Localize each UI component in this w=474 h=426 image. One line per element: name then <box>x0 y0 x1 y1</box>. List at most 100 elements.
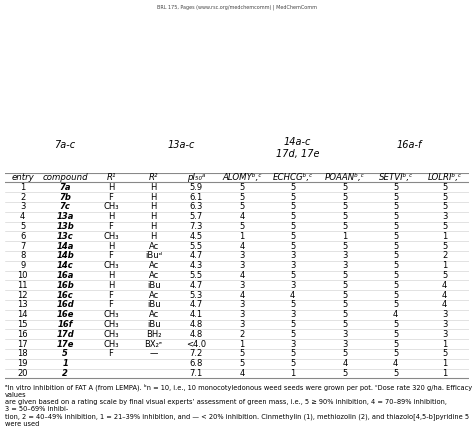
Text: 5.5: 5.5 <box>190 271 203 280</box>
Text: 13c: 13c <box>57 232 73 241</box>
Text: POAANᵇ,ᶜ: POAANᵇ,ᶜ <box>325 173 365 182</box>
Text: 5: 5 <box>239 193 245 201</box>
Text: 3: 3 <box>342 330 347 339</box>
Text: 1: 1 <box>239 232 245 241</box>
Text: 5: 5 <box>342 349 347 358</box>
Text: 7.2: 7.2 <box>190 349 203 358</box>
Text: 5: 5 <box>342 320 347 329</box>
Text: 5: 5 <box>342 310 347 319</box>
Text: Ac: Ac <box>148 291 159 299</box>
Text: 5: 5 <box>239 202 245 211</box>
Text: 5: 5 <box>393 271 398 280</box>
Text: 5: 5 <box>342 281 347 290</box>
Text: 5: 5 <box>342 271 347 280</box>
Text: 4.7: 4.7 <box>190 300 203 309</box>
Text: 5: 5 <box>393 251 398 260</box>
Text: BH₂: BH₂ <box>146 330 161 339</box>
Text: 7a: 7a <box>60 183 71 192</box>
Text: R²: R² <box>149 173 158 182</box>
Text: 5: 5 <box>393 291 398 299</box>
Text: H: H <box>108 212 114 221</box>
Text: H: H <box>150 193 157 201</box>
Text: 5.9: 5.9 <box>190 183 203 192</box>
Text: 5: 5 <box>239 183 245 192</box>
Text: 1: 1 <box>239 340 245 348</box>
Text: 5: 5 <box>393 261 398 270</box>
Text: 6.3: 6.3 <box>190 202 203 211</box>
Text: 5: 5 <box>290 330 295 339</box>
Text: F: F <box>109 222 113 231</box>
Text: BRL 175, Pages (www.rsc.org/medchemcomm) | MedChemComm: BRL 175, Pages (www.rsc.org/medchemcomm)… <box>157 4 317 10</box>
Text: 5: 5 <box>393 212 398 221</box>
Text: 5: 5 <box>442 242 447 250</box>
Text: H: H <box>150 183 157 192</box>
Text: 7.3: 7.3 <box>190 222 203 231</box>
Text: 14b: 14b <box>56 251 74 260</box>
Text: 5: 5 <box>20 222 25 231</box>
Text: 7b: 7b <box>59 193 71 201</box>
Text: 7: 7 <box>20 242 26 250</box>
Text: 10: 10 <box>18 271 28 280</box>
Text: 3: 3 <box>239 261 245 270</box>
Text: 2: 2 <box>239 330 245 339</box>
Text: entry: entry <box>11 173 34 182</box>
Text: 7a-c: 7a-c <box>55 140 76 150</box>
Text: 4: 4 <box>20 212 25 221</box>
Text: 3: 3 <box>239 320 245 329</box>
Text: 3: 3 <box>290 340 295 348</box>
Text: 5: 5 <box>239 349 245 358</box>
Text: pI₅₀ᵃ: pI₅₀ᵃ <box>187 173 205 182</box>
Text: 5: 5 <box>393 183 398 192</box>
Text: 4: 4 <box>239 242 245 250</box>
Text: 5: 5 <box>442 271 447 280</box>
Text: 13b: 13b <box>56 222 74 231</box>
Text: H: H <box>150 212 157 221</box>
Text: 5.3: 5.3 <box>190 291 203 299</box>
Text: CH₃: CH₃ <box>103 202 119 211</box>
Text: 4: 4 <box>239 271 245 280</box>
Text: Ac: Ac <box>148 261 159 270</box>
Text: 5: 5 <box>342 222 347 231</box>
Text: 11: 11 <box>18 281 28 290</box>
Text: 3: 3 <box>290 310 295 319</box>
Text: 4: 4 <box>442 291 447 299</box>
Text: 20: 20 <box>18 369 28 378</box>
Text: 16e: 16e <box>56 310 74 319</box>
Text: 16d: 16d <box>56 300 74 309</box>
Text: 6: 6 <box>20 232 26 241</box>
Text: 5: 5 <box>442 222 447 231</box>
Text: 5: 5 <box>290 193 295 201</box>
Text: iBuᵈ: iBuᵈ <box>145 251 162 260</box>
Text: 7c: 7c <box>60 202 71 211</box>
Text: 3: 3 <box>442 330 447 339</box>
Text: 1: 1 <box>290 369 295 378</box>
Text: 5: 5 <box>342 291 347 299</box>
Text: 16a-f: 16a-f <box>396 140 421 150</box>
Text: 9: 9 <box>20 261 25 270</box>
Text: 5: 5 <box>393 232 398 241</box>
Text: 17e: 17e <box>56 340 74 348</box>
Text: H: H <box>150 232 157 241</box>
Text: F: F <box>109 300 113 309</box>
Text: CH₃: CH₃ <box>103 330 119 339</box>
Text: 1: 1 <box>442 369 447 378</box>
Text: CH₃: CH₃ <box>103 261 119 270</box>
Text: 5.7: 5.7 <box>190 212 203 221</box>
Text: Ac: Ac <box>148 310 159 319</box>
Text: —: — <box>149 349 158 358</box>
Text: H: H <box>108 242 114 250</box>
Text: 12: 12 <box>18 291 28 299</box>
Text: 3: 3 <box>342 340 347 348</box>
Text: 5: 5 <box>342 183 347 192</box>
Text: 15: 15 <box>18 320 28 329</box>
Text: 5: 5 <box>290 300 295 309</box>
Text: 5: 5 <box>393 320 398 329</box>
Text: 3: 3 <box>290 261 295 270</box>
Text: 5: 5 <box>290 212 295 221</box>
Text: SETVIᵇ,ᶜ: SETVIᵇ,ᶜ <box>378 173 413 182</box>
Text: 8: 8 <box>20 251 26 260</box>
Text: 2: 2 <box>62 369 68 378</box>
Text: 5: 5 <box>290 349 295 358</box>
Text: 5: 5 <box>342 242 347 250</box>
Text: 4: 4 <box>239 369 245 378</box>
